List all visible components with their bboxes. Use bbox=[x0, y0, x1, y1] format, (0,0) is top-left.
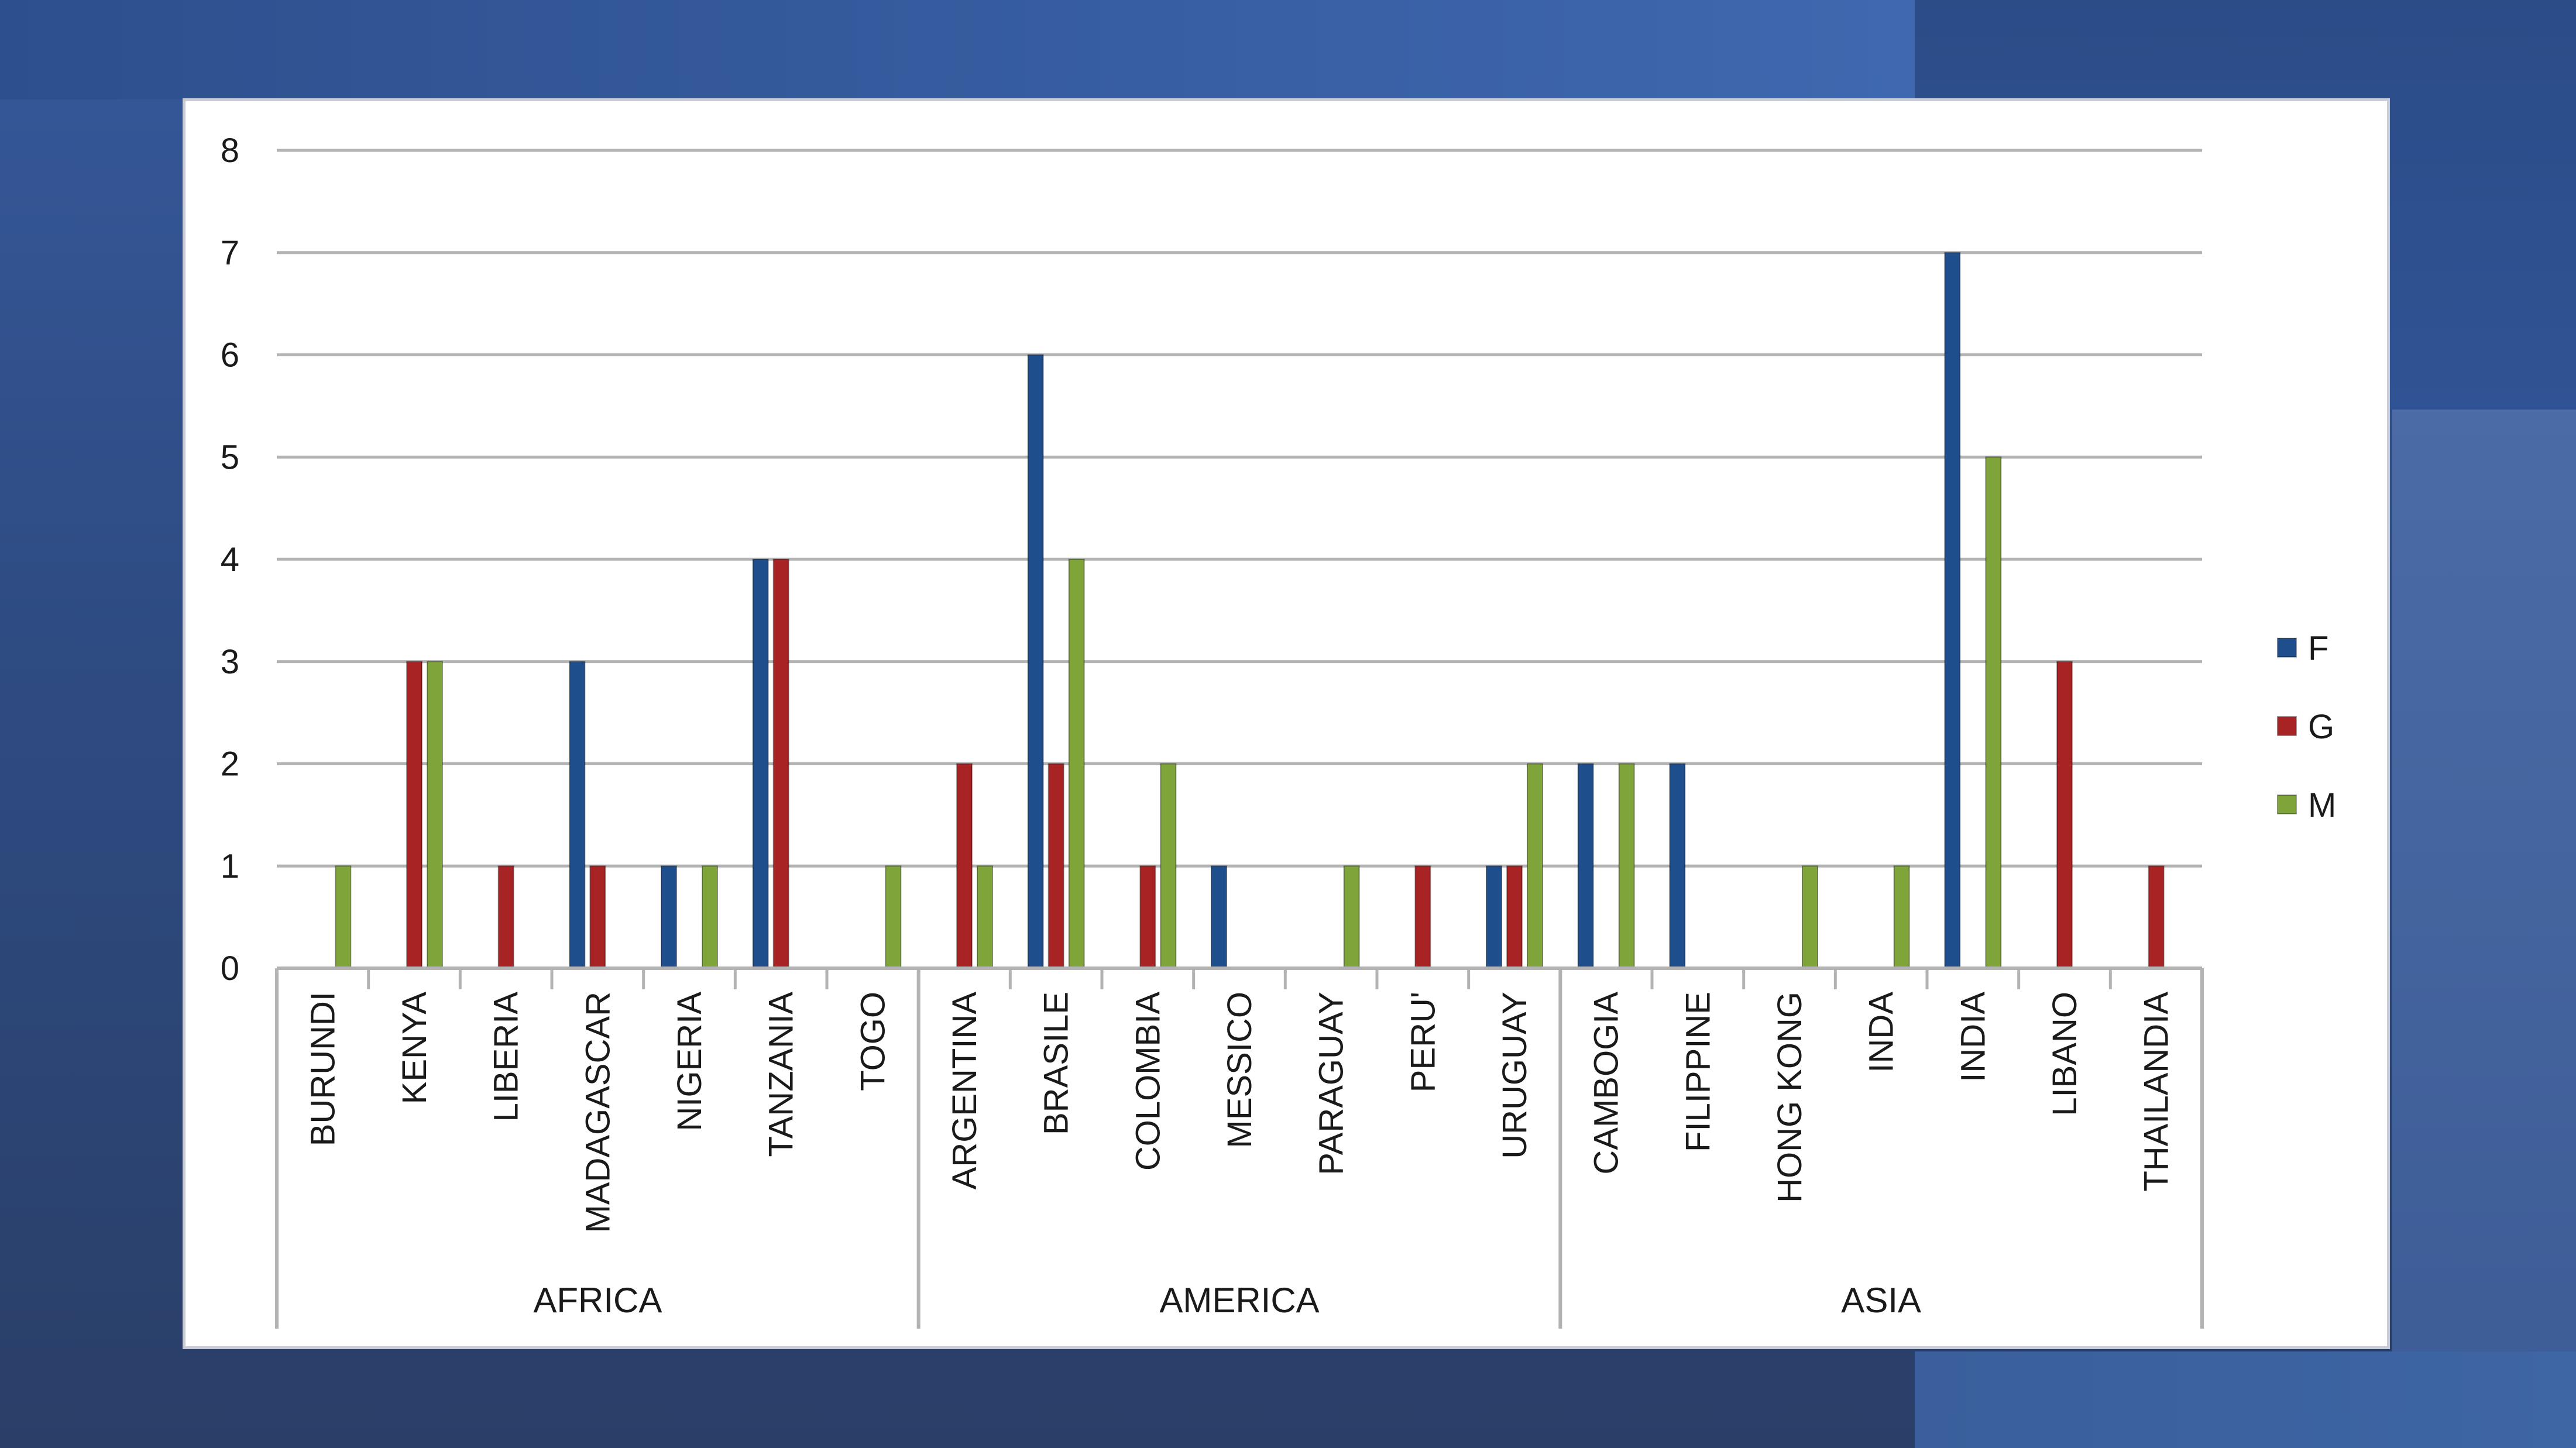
bar-f bbox=[569, 661, 586, 969]
bar-m bbox=[1893, 865, 1910, 969]
bar-f bbox=[1027, 354, 1044, 969]
y-tick-label: 4 bbox=[221, 541, 239, 579]
bar-g bbox=[406, 661, 423, 969]
bar-m bbox=[1160, 763, 1177, 969]
bar-m bbox=[427, 661, 443, 969]
y-tick-label: 0 bbox=[221, 950, 239, 988]
bar-g bbox=[1506, 865, 1523, 969]
bar-f bbox=[1577, 763, 1594, 969]
x-category-label: KENYA bbox=[396, 992, 434, 1105]
x-category-label: FILIPPINE bbox=[1679, 992, 1717, 1152]
bar-g bbox=[1414, 865, 1431, 969]
x-group-label: AFRICA bbox=[533, 1281, 662, 1320]
x-category-label: PARAGUAY bbox=[1313, 992, 1351, 1175]
x-category-label: LIBANO bbox=[2046, 992, 2084, 1116]
bar-g bbox=[1139, 865, 1156, 969]
bar-g bbox=[2148, 865, 2165, 969]
y-tick-label: 5 bbox=[221, 438, 239, 476]
bar-m bbox=[702, 865, 718, 969]
x-category-label: MESSICO bbox=[1221, 992, 1259, 1148]
legend-label-g: G bbox=[2308, 708, 2334, 746]
x-category-label: URUGUAY bbox=[1496, 992, 1534, 1159]
bar-m bbox=[1985, 456, 2002, 969]
bar-m bbox=[885, 865, 902, 969]
background-bottom-right bbox=[1915, 1351, 2576, 1448]
bar-f bbox=[752, 559, 769, 969]
x-category-label: MADAGASCAR bbox=[579, 992, 617, 1233]
bar-m bbox=[335, 865, 352, 969]
x-category-label: PERU' bbox=[1404, 992, 1442, 1092]
gridlines bbox=[277, 149, 2202, 868]
bar-f bbox=[661, 865, 677, 969]
y-axis-tick-labels: 0 1 2 3 4 5 6 7 8 bbox=[221, 132, 239, 988]
x-category-label: TOGO bbox=[854, 992, 892, 1091]
x-category-label: LIBERIA bbox=[487, 992, 525, 1122]
x-category-label: TANZANIA bbox=[763, 992, 801, 1157]
x-category-label: INDIA bbox=[1954, 992, 1992, 1082]
bars bbox=[335, 252, 2165, 969]
x-category-label: ARGENTINA bbox=[946, 992, 984, 1190]
chart-card: 0 1 2 3 4 5 6 7 8 BURUNDI KENYA LIBERIA MADAGASCAR N… bbox=[183, 98, 2390, 1349]
bar-m bbox=[1618, 763, 1635, 969]
bar-f bbox=[1944, 252, 1961, 969]
x-category-label: HONG KONG bbox=[1771, 992, 1809, 1203]
y-tick-label: 7 bbox=[221, 234, 239, 272]
x-category-label: CAMBOGIA bbox=[1588, 992, 1626, 1175]
x-category-label: NIGERIA bbox=[671, 992, 709, 1131]
bar-m bbox=[977, 865, 993, 969]
x-axis bbox=[275, 967, 2204, 1329]
legend-label-m: M bbox=[2308, 786, 2336, 824]
legend: F G M bbox=[2277, 630, 2336, 824]
background-right-strip bbox=[2392, 410, 2576, 1448]
bar-m bbox=[1343, 865, 1360, 969]
y-tick-label: 3 bbox=[221, 643, 239, 681]
bar-m bbox=[1527, 763, 1543, 969]
bar-m bbox=[1802, 865, 1818, 969]
x-group-label: ASIA bbox=[1841, 1281, 1921, 1320]
x-category-label: BRASILE bbox=[1038, 992, 1076, 1135]
y-tick-label: 8 bbox=[221, 132, 239, 170]
y-tick-label: 2 bbox=[221, 745, 239, 783]
y-tick-label: 6 bbox=[221, 336, 239, 374]
background-top-band bbox=[0, 0, 1915, 99]
bar-g bbox=[956, 763, 973, 969]
bar-f bbox=[1211, 865, 1227, 969]
x-category-label: THAILANDIA bbox=[2138, 992, 2176, 1192]
legend-swatch-f bbox=[2277, 638, 2297, 658]
bar-m bbox=[1068, 559, 1085, 969]
y-tick-label: 1 bbox=[221, 847, 239, 885]
x-axis-group-labels: AFRICA AMERICA ASIA bbox=[533, 1281, 1921, 1320]
x-group-label: AMERICA bbox=[1159, 1281, 1319, 1320]
bar-g bbox=[497, 865, 514, 969]
bar-g bbox=[1047, 763, 1064, 969]
legend-label-f: F bbox=[2308, 630, 2328, 668]
bar-g bbox=[2056, 661, 2073, 969]
x-category-label: BURUNDI bbox=[304, 992, 342, 1146]
bar-f bbox=[1669, 763, 1686, 969]
x-category-label: COLOMBIA bbox=[1129, 992, 1167, 1171]
bar-chart: 0 1 2 3 4 5 6 7 8 BURUNDI KENYA LIBERIA MADAGASCAR N… bbox=[221, 132, 2336, 1329]
bar-g bbox=[772, 559, 789, 969]
bar-f bbox=[1486, 865, 1502, 969]
legend-swatch-m bbox=[2277, 794, 2297, 814]
x-category-label: INDA bbox=[1863, 992, 1901, 1073]
legend-swatch-g bbox=[2277, 716, 2297, 736]
x-axis-category-labels: BURUNDI KENYA LIBERIA MADAGASCAR NIGERIA TANZ… bbox=[304, 992, 2175, 1233]
bar-g bbox=[589, 865, 606, 969]
